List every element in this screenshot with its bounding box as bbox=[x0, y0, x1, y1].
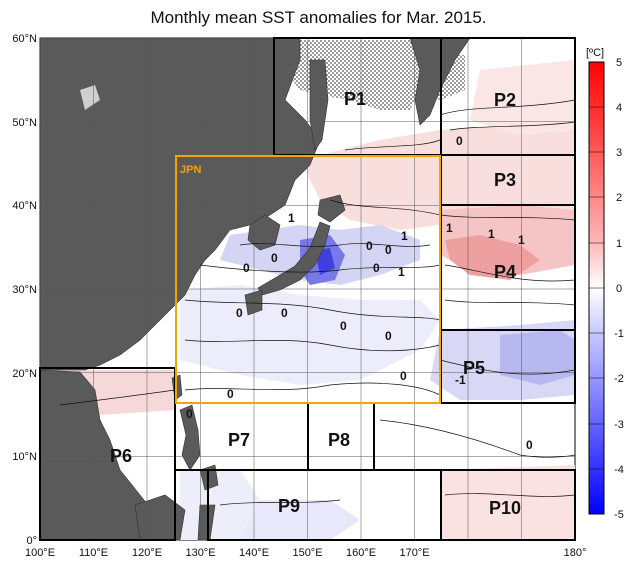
contours bbox=[59, 99, 576, 506]
contour-label: 0 bbox=[186, 407, 193, 421]
svg-text:4: 4 bbox=[616, 102, 622, 114]
contour-label: 1 bbox=[401, 229, 408, 243]
svg-text:50°N: 50°N bbox=[12, 117, 37, 129]
contour-label: 0 bbox=[373, 261, 380, 275]
contour-label: 0 bbox=[456, 134, 463, 148]
contour-label: 0 bbox=[281, 306, 288, 320]
region-label-p3: P3 bbox=[494, 170, 516, 190]
region-label-p1: P1 bbox=[344, 89, 366, 109]
region-label-p5: P5 bbox=[463, 358, 485, 378]
region-label-p9: P9 bbox=[278, 496, 300, 516]
colorbar: [ºC] 5 4 3 2 1 0 -1 -2 -3 -4 -5 bbox=[586, 47, 624, 521]
contour-label: 0 bbox=[236, 306, 243, 320]
lake-baikal bbox=[80, 85, 100, 110]
contour-label: 0 bbox=[271, 251, 278, 265]
svg-text:20°N: 20°N bbox=[12, 368, 37, 380]
longitude-labels: 100°E 110°E 120°E 130°E 140°E 150°E 160°… bbox=[25, 547, 586, 559]
map-title: Monthly mean SST anomalies for Mar. 2015… bbox=[150, 8, 487, 27]
svg-text:30°N: 30°N bbox=[12, 284, 37, 296]
contour-label: 0 bbox=[227, 387, 234, 401]
svg-text:3: 3 bbox=[616, 147, 622, 159]
contour-label: 1 bbox=[446, 221, 453, 235]
jpn-label: JPN bbox=[180, 164, 201, 176]
contour-label: 1 bbox=[488, 227, 495, 241]
contour-labels: 0 0 1 0 1 1 1 1 0 0 0 1 0 0 0 0 0 0 -1 0… bbox=[186, 134, 533, 452]
svg-text:170°E: 170°E bbox=[399, 547, 429, 559]
contour-label: -1 bbox=[455, 373, 466, 387]
svg-text:-3: -3 bbox=[614, 419, 624, 431]
contour-label: 0 bbox=[385, 329, 392, 343]
svg-text:2: 2 bbox=[616, 192, 622, 204]
svg-text:110°E: 110°E bbox=[79, 547, 108, 559]
svg-text:5: 5 bbox=[616, 57, 622, 69]
contour-label: 0 bbox=[340, 319, 347, 333]
svg-text:-2: -2 bbox=[614, 373, 624, 385]
contour-label: 0 bbox=[366, 239, 373, 253]
svg-text:0°: 0° bbox=[26, 535, 37, 547]
contour-label: 0 bbox=[400, 369, 407, 383]
svg-text:0: 0 bbox=[616, 283, 622, 295]
svg-text:130°E: 130°E bbox=[185, 547, 215, 559]
svg-text:-5: -5 bbox=[614, 509, 624, 521]
contour-label: 1 bbox=[398, 265, 405, 279]
contour-label: 0 bbox=[526, 438, 533, 452]
svg-text:60°N: 60°N bbox=[12, 33, 37, 45]
region-label-p7: P7 bbox=[228, 430, 250, 450]
svg-text:100°E: 100°E bbox=[25, 547, 55, 559]
contour-label: 0 bbox=[385, 243, 392, 257]
colorbar-unit: [ºC] bbox=[586, 47, 604, 59]
svg-text:-1: -1 bbox=[614, 328, 624, 340]
region-label-p6: P6 bbox=[110, 446, 132, 466]
svg-text:180°: 180° bbox=[564, 547, 587, 559]
contour-label: 1 bbox=[518, 233, 525, 247]
jpn-box bbox=[175, 155, 441, 404]
svg-text:-4: -4 bbox=[614, 464, 624, 476]
svg-text:120°E: 120°E bbox=[132, 547, 162, 559]
region-label-p2: P2 bbox=[494, 90, 516, 110]
svg-text:40°N: 40°N bbox=[12, 200, 37, 212]
region-label-p8: P8 bbox=[328, 430, 350, 450]
svg-text:160°E: 160°E bbox=[346, 547, 376, 559]
svg-text:10°N: 10°N bbox=[12, 451, 37, 463]
contour-label: 1 bbox=[288, 211, 295, 225]
region-label-p10: P10 bbox=[489, 498, 521, 518]
svg-text:1: 1 bbox=[616, 238, 622, 250]
svg-text:150°E: 150°E bbox=[292, 547, 322, 559]
svg-text:140°E: 140°E bbox=[239, 547, 269, 559]
contour-label: 0 bbox=[243, 261, 250, 275]
latitude-labels: 60°N 50°N 40°N 30°N 20°N 10°N 0° bbox=[12, 33, 37, 547]
region-label-p4: P4 bbox=[494, 262, 516, 282]
